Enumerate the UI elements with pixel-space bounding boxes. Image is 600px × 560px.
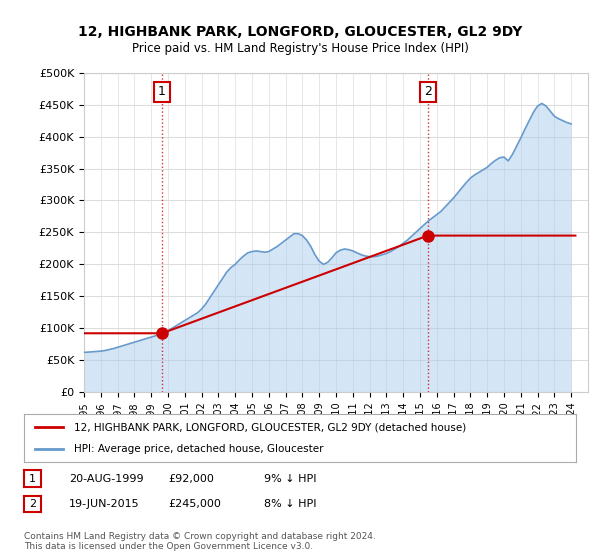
Text: Price paid vs. HM Land Registry's House Price Index (HPI): Price paid vs. HM Land Registry's House … (131, 42, 469, 55)
Text: £92,000: £92,000 (168, 474, 214, 484)
Text: 12, HIGHBANK PARK, LONGFORD, GLOUCESTER, GL2 9DY: 12, HIGHBANK PARK, LONGFORD, GLOUCESTER,… (78, 25, 522, 39)
Text: 8% ↓ HPI: 8% ↓ HPI (264, 499, 317, 509)
Text: 9% ↓ HPI: 9% ↓ HPI (264, 474, 317, 484)
Text: 2: 2 (424, 86, 432, 99)
Text: £245,000: £245,000 (168, 499, 221, 509)
Text: 2: 2 (29, 499, 36, 509)
Text: 1: 1 (158, 86, 166, 99)
Text: Contains HM Land Registry data © Crown copyright and database right 2024.
This d: Contains HM Land Registry data © Crown c… (24, 532, 376, 552)
Text: HPI: Average price, detached house, Gloucester: HPI: Average price, detached house, Glou… (74, 444, 323, 454)
Text: 1: 1 (29, 474, 36, 484)
Text: 12, HIGHBANK PARK, LONGFORD, GLOUCESTER, GL2 9DY (detached house): 12, HIGHBANK PARK, LONGFORD, GLOUCESTER,… (74, 422, 466, 432)
Text: 19-JUN-2015: 19-JUN-2015 (69, 499, 140, 509)
Text: 20-AUG-1999: 20-AUG-1999 (69, 474, 143, 484)
